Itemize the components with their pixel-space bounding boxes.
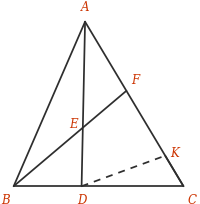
- Text: B: B: [1, 194, 10, 204]
- Text: E: E: [69, 118, 78, 131]
- Text: C: C: [186, 194, 195, 204]
- Text: A: A: [80, 1, 89, 14]
- Text: K: K: [169, 147, 178, 160]
- Text: F: F: [131, 74, 139, 87]
- Text: D: D: [77, 194, 86, 204]
